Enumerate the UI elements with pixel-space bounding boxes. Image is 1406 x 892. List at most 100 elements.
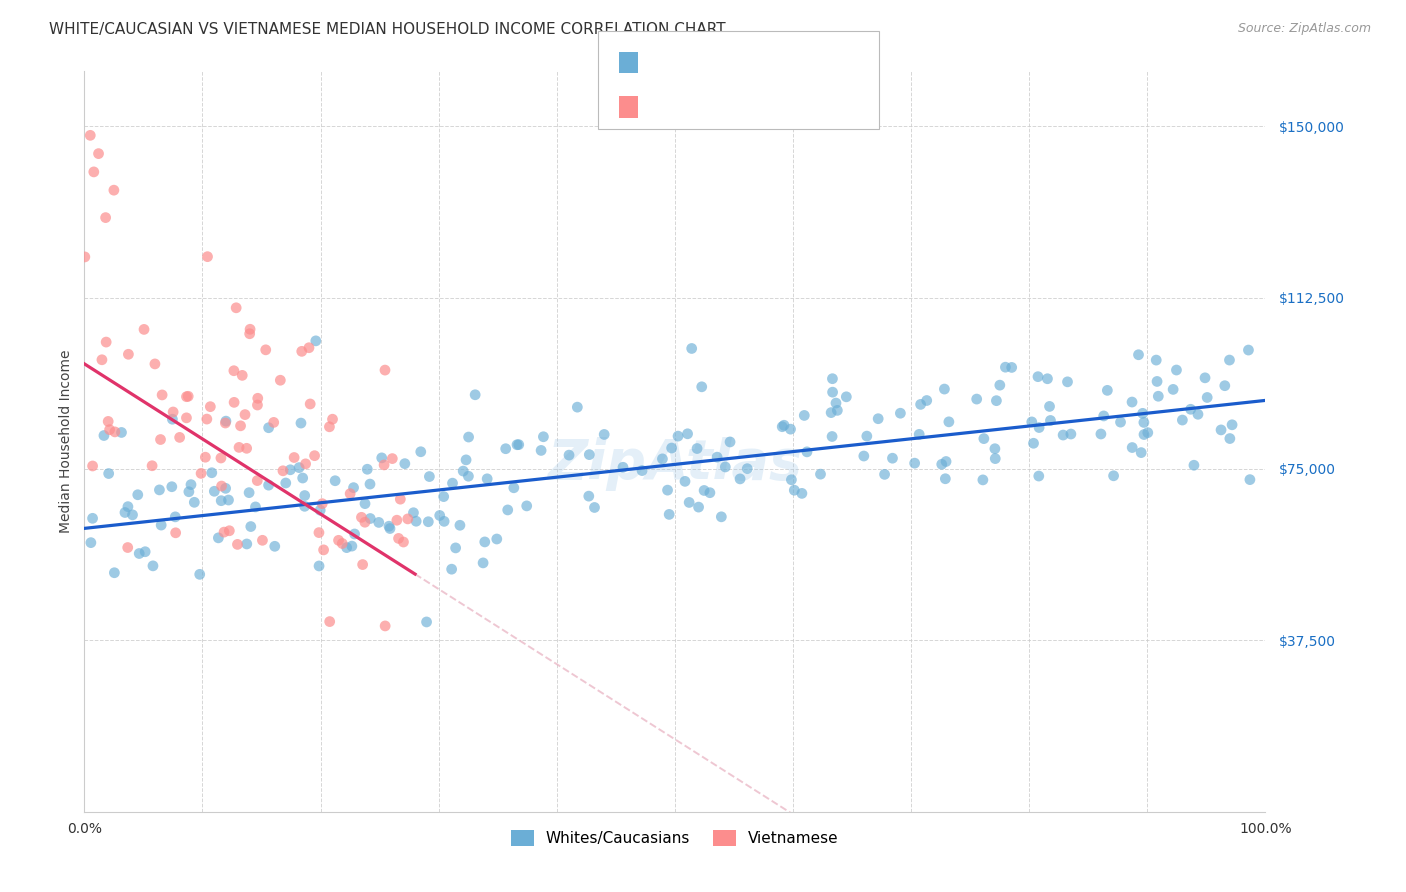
Point	[710, 509, 733, 524]
Point	[389, 492, 412, 507]
Point	[396, 512, 419, 526]
Point	[374, 363, 396, 377]
Point	[79, 128, 101, 143]
Point	[222, 364, 245, 378]
Point	[1197, 391, 1219, 405]
Text: N =: N =	[742, 54, 772, 69]
Point	[121, 508, 143, 522]
Point	[190, 467, 212, 481]
Point	[323, 474, 346, 488]
Point	[291, 471, 314, 485]
Point	[688, 500, 710, 515]
Point	[821, 372, 844, 386]
Point	[352, 558, 374, 572]
Point	[657, 483, 679, 497]
Point	[211, 479, 233, 493]
Point	[821, 385, 844, 400]
Point	[142, 558, 165, 573]
Point	[304, 449, 326, 463]
Y-axis label: Median Household Income: Median Household Income	[59, 350, 73, 533]
Point	[1121, 441, 1143, 455]
Point	[474, 535, 496, 549]
Point	[1038, 400, 1060, 414]
Point	[1121, 395, 1143, 409]
Point	[433, 514, 456, 528]
Point	[385, 513, 408, 527]
Point	[290, 416, 312, 430]
Point	[103, 566, 125, 580]
Point	[387, 532, 409, 546]
Point	[195, 412, 218, 426]
Point	[593, 427, 616, 442]
Point	[835, 390, 858, 404]
Point	[94, 211, 117, 225]
Point	[1219, 432, 1241, 446]
Point	[516, 499, 538, 513]
Point	[1209, 423, 1232, 437]
Point	[209, 493, 232, 508]
Point	[90, 352, 112, 367]
Point	[246, 392, 269, 406]
Point	[1056, 375, 1078, 389]
Text: -0.341: -0.341	[683, 99, 738, 113]
Point	[312, 542, 335, 557]
Point	[294, 500, 316, 514]
Point	[336, 541, 359, 555]
Point	[706, 450, 728, 465]
Point	[567, 400, 589, 414]
Point	[994, 360, 1017, 375]
Point	[207, 531, 229, 545]
Point	[209, 450, 232, 465]
Point	[578, 489, 600, 503]
Point	[868, 411, 890, 425]
Point	[1146, 375, 1168, 389]
Point	[783, 483, 806, 498]
Point	[502, 481, 524, 495]
Point	[433, 490, 456, 504]
Point	[986, 393, 1008, 408]
Point	[359, 477, 381, 491]
Point	[197, 250, 219, 264]
Point	[177, 389, 200, 403]
Point	[496, 503, 519, 517]
Point	[1052, 428, 1074, 442]
Point	[714, 459, 737, 474]
Point	[773, 418, 796, 433]
Point	[1147, 389, 1170, 403]
Point	[231, 368, 253, 383]
Point	[678, 495, 700, 509]
Point	[1166, 363, 1188, 377]
Point	[1144, 353, 1167, 368]
Point	[1021, 415, 1043, 429]
Point	[98, 423, 121, 437]
Point	[1187, 407, 1209, 421]
Text: 200: 200	[780, 54, 813, 69]
Point	[228, 441, 250, 455]
Point	[1090, 427, 1112, 442]
Point	[454, 453, 477, 467]
Point	[661, 441, 683, 455]
Point	[183, 495, 205, 509]
Point	[676, 426, 699, 441]
Point	[83, 165, 105, 179]
Point	[666, 429, 689, 443]
Point	[252, 533, 274, 548]
Point	[128, 547, 150, 561]
Point	[910, 397, 932, 411]
Point	[402, 506, 425, 520]
Point	[321, 412, 343, 426]
Point	[149, 433, 172, 447]
Point	[239, 322, 262, 336]
Point	[779, 422, 801, 436]
Point	[1102, 468, 1125, 483]
Point	[97, 414, 120, 428]
Point	[1182, 458, 1205, 473]
Point	[294, 457, 316, 471]
Point	[370, 450, 392, 465]
Point	[177, 484, 200, 499]
Point	[651, 451, 673, 466]
Point	[214, 481, 236, 495]
Point	[935, 454, 957, 468]
Point	[176, 410, 198, 425]
Point	[449, 518, 471, 533]
